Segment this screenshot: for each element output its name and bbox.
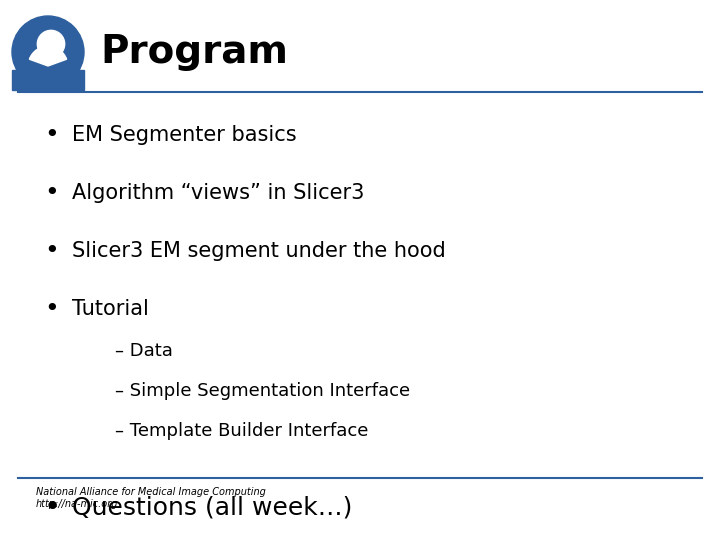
Text: •: •	[45, 297, 59, 321]
Text: Algorithm “views” in Slicer3: Algorithm “views” in Slicer3	[72, 183, 364, 203]
Circle shape	[12, 16, 84, 88]
Text: •: •	[45, 123, 59, 147]
FancyBboxPatch shape	[12, 70, 84, 90]
Text: Tutorial: Tutorial	[72, 299, 149, 319]
Circle shape	[37, 30, 65, 58]
Text: •: •	[45, 181, 59, 205]
Text: •: •	[45, 239, 59, 263]
Text: Questions (all week…): Questions (all week…)	[72, 495, 352, 519]
Text: – Simple Segmentation Interface: – Simple Segmentation Interface	[115, 382, 410, 400]
Text: http://na-mic.org: http://na-mic.org	[36, 499, 119, 509]
Text: National Alliance for Medical Image Computing: National Alliance for Medical Image Comp…	[36, 487, 266, 497]
Text: Program: Program	[100, 33, 288, 71]
Text: EM Segmenter basics: EM Segmenter basics	[72, 125, 297, 145]
Text: •: •	[43, 493, 60, 521]
Text: – Data: – Data	[115, 342, 173, 360]
Wedge shape	[30, 46, 67, 66]
Text: – Template Builder Interface: – Template Builder Interface	[115, 422, 369, 440]
Text: Slicer3 EM segment under the hood: Slicer3 EM segment under the hood	[72, 241, 446, 261]
